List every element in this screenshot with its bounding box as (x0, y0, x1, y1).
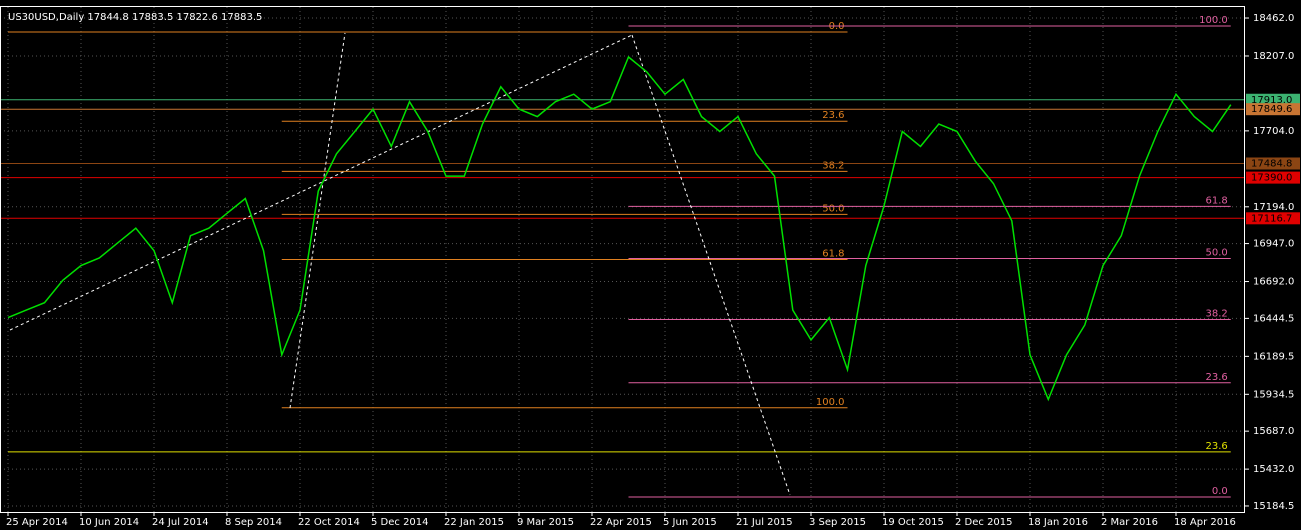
y-tick-label: 15184.5 (1253, 501, 1294, 512)
levels: 0.0 23.6 38.2 50.0 61.8 100.0 100.0 61.8 50.0 38.… (0, 15, 1245, 498)
x-tick-label: 18 Apr 2016 (1174, 517, 1236, 528)
y-tick-label: 18207.0 (1253, 51, 1294, 62)
level-label: 50.0 (822, 203, 844, 214)
x-tick-label: 21 Jul 2015 (736, 517, 793, 528)
x-tick-label: 3 Sep 2015 (809, 517, 866, 528)
price-tag (1246, 157, 1300, 170)
y-tick-label: 16947.0 (1253, 239, 1294, 250)
y-tick-label: 16692.0 (1253, 277, 1294, 288)
price-tag-label: 17849.6 (1251, 104, 1292, 115)
level-label: 61.8 (1205, 195, 1227, 206)
x-tick-label: 8 Sep 2014 (225, 517, 282, 528)
x-tick-label: 9 Mar 2015 (517, 517, 574, 528)
chart-title: US30USD,Daily 17844.8 17883.5 17822.6 17… (8, 12, 262, 23)
y-tick-label: 15934.5 (1253, 389, 1294, 400)
price-tag (1246, 171, 1300, 184)
level-label: 23.6 (1205, 441, 1227, 452)
price-tag-label: 17390.0 (1251, 173, 1292, 184)
level-label: 23.6 (822, 110, 844, 121)
y-tick-label: 18462.0 (1253, 13, 1294, 24)
plot-border (0, 6, 1245, 513)
level-label: 50.0 (1205, 247, 1227, 258)
x-tick-label: 5 Dec 2014 (371, 517, 429, 528)
level-label: 38.2 (822, 160, 844, 171)
level-label: 61.8 (822, 249, 844, 260)
x-tick-label: 25 Apr 2014 (6, 517, 68, 528)
level-label: 100.0 (1199, 15, 1228, 26)
x-tick-label: 10 Jun 2014 (79, 517, 139, 528)
price-tag (1246, 103, 1300, 116)
price-tag-label: 17116.7 (1251, 213, 1292, 224)
level-label: 0.0 (1212, 486, 1228, 497)
x-tick-label: 18 Jan 2016 (1028, 517, 1088, 528)
x-tick-label: 22 Oct 2014 (298, 517, 360, 528)
x-tick-label: 22 Apr 2015 (590, 517, 652, 528)
level-label: 38.2 (1205, 308, 1227, 319)
axis: 18462.0 18207.0 17704.0 17194.0 16947.0 16692… (6, 13, 1300, 528)
x-tick-label: 2 Dec 2015 (955, 517, 1013, 528)
trend-line (9, 34, 633, 331)
y-tick-label: 16189.5 (1253, 351, 1294, 362)
x-tick-label: 19 Oct 2015 (882, 517, 944, 528)
price-line-series (7, 55, 1232, 402)
y-tick-label: 15687.0 (1253, 426, 1294, 437)
level-label: 100.0 (816, 397, 845, 408)
y-tick-label: 16444.5 (1253, 313, 1294, 324)
y-tick-label: 17194.0 (1253, 202, 1294, 213)
x-tick-label: 2 Mar 2016 (1101, 517, 1158, 528)
price-tag-label: 17484.8 (1251, 159, 1292, 170)
price-tag (1246, 93, 1300, 106)
marks (7, 55, 1232, 402)
x-tick-label: 5 Jun 2015 (663, 517, 717, 528)
x-tick-label: 24 Jul 2014 (152, 517, 209, 528)
y-tick-label: 17704.0 (1253, 126, 1294, 137)
y-tick-label: 15432.0 (1253, 464, 1294, 475)
price-tag (1246, 212, 1300, 225)
price-tag-label: 17913.0 (1251, 95, 1292, 106)
level-label: 23.6 (1205, 372, 1227, 383)
x-tick-label: 22 Jan 2015 (444, 517, 504, 528)
